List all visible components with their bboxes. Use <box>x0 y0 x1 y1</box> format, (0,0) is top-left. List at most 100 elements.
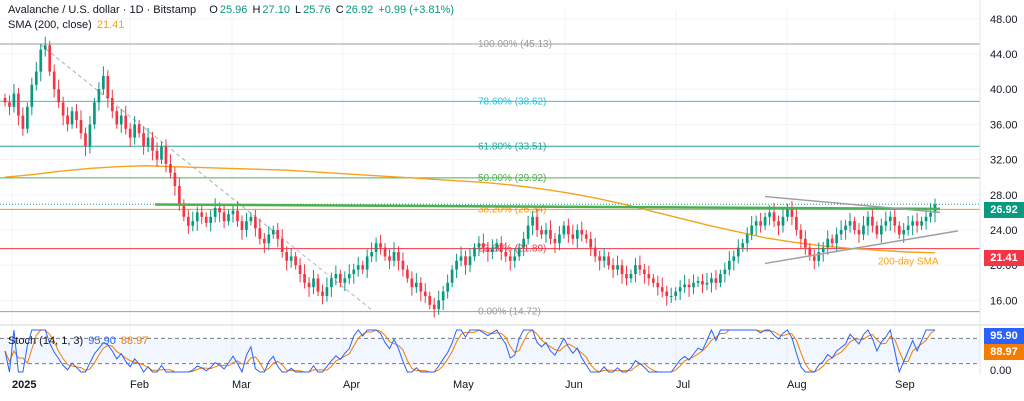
candle-body <box>178 186 181 204</box>
candle-body <box>924 216 928 222</box>
stoch-d-value: 88.97 <box>120 335 149 347</box>
fib-level-label: 50.00% (29.92) <box>478 173 546 184</box>
candle-body <box>911 221 914 226</box>
candle-body <box>522 238 525 248</box>
candle-body <box>660 287 664 292</box>
candle-body <box>871 216 874 226</box>
candle-body <box>821 247 825 252</box>
candle-body <box>482 243 485 248</box>
candle-body <box>191 221 195 226</box>
triangle-upper-line <box>764 195 941 214</box>
candle-body <box>423 291 427 296</box>
x-tick-label: Jul <box>676 379 690 391</box>
open-label: O <box>209 4 218 16</box>
candle-body <box>88 124 92 147</box>
candle-body <box>365 256 369 270</box>
candle-body <box>844 225 847 230</box>
candle-body <box>750 225 754 235</box>
candle-body <box>906 225 910 230</box>
y-tick-label: 32.00 <box>990 155 1018 167</box>
stochastic-pane[interactable] <box>0 328 980 374</box>
candle-body <box>915 221 919 226</box>
stoch-label: Stoch (14, 1, 3) <box>8 335 84 347</box>
candle-body <box>473 247 476 257</box>
candle-body <box>133 124 137 138</box>
candle-body <box>3 98 7 103</box>
candle-body <box>517 247 521 257</box>
candle-body <box>723 269 727 274</box>
y-tick-label: 48.00 <box>990 14 1018 26</box>
candle-body <box>222 212 226 222</box>
candle-body <box>759 221 762 226</box>
diagonal-trend-line <box>39 43 373 311</box>
stoch-k-value: 95.90 <box>88 335 116 347</box>
candle-body <box>464 256 467 266</box>
candle-body <box>862 225 865 235</box>
candle-body <box>182 203 186 217</box>
candle-body <box>321 291 324 296</box>
candle-body <box>236 210 239 222</box>
candle-body <box>26 106 29 129</box>
candle-body <box>419 282 423 292</box>
candle-body <box>888 216 892 222</box>
fib-level-label: 38.20% (26.34) <box>478 204 546 215</box>
candle-body <box>719 274 722 283</box>
candle-body <box>437 300 441 310</box>
candle-body <box>575 230 579 239</box>
close-value: 26.92 <box>345 4 374 16</box>
candle-body <box>732 256 736 261</box>
candle-body <box>379 243 382 248</box>
candle-body <box>446 282 449 292</box>
y-tick-label: 24.00 <box>990 225 1018 237</box>
candle-body <box>920 221 923 226</box>
candle-body <box>84 133 87 147</box>
candle-body <box>66 115 69 125</box>
change-value: +0.99 (+3.81%) <box>378 4 455 16</box>
sma-badge: 21.41 <box>984 250 1024 266</box>
candle-body <box>374 243 378 252</box>
candle-body <box>468 256 472 266</box>
candle-body <box>258 228 262 239</box>
candle-body <box>669 296 673 297</box>
candle-body <box>629 274 633 279</box>
candle-body <box>799 230 803 239</box>
candle-body <box>763 216 767 226</box>
candle-body <box>415 282 418 288</box>
x-tick-label: Apr <box>343 379 360 391</box>
candle-body <box>383 247 387 257</box>
y-tick-label: 16.00 <box>990 295 1018 307</box>
candle-body <box>254 216 257 229</box>
candle-body <box>562 225 566 235</box>
symbol-header: Avalanche / U.S. dollar · 1D · Bitstamp … <box>8 4 456 16</box>
sma-value: 21.41 <box>96 19 125 31</box>
candle-body <box>853 221 856 230</box>
stoch-k-line <box>4 328 935 374</box>
candle-body <box>781 216 785 226</box>
candle-body <box>155 150 159 160</box>
candle-body <box>580 230 584 235</box>
candle-body <box>330 278 333 288</box>
candle-body <box>638 265 642 270</box>
candle-body <box>271 230 275 235</box>
sma-annotation: 200-day SMA <box>878 256 939 267</box>
candle-body <box>110 98 114 112</box>
candle-body <box>343 278 347 283</box>
candle-body <box>146 137 150 147</box>
candle-body <box>678 287 682 292</box>
candle-body <box>12 93 16 107</box>
candle-body <box>866 216 870 226</box>
x-tick-label: 2025 <box>12 379 36 391</box>
fib-level-label: 100.00% (45.13) <box>478 39 552 50</box>
candle-body <box>803 238 807 248</box>
candle-body <box>571 234 575 239</box>
candle-body <box>316 278 320 292</box>
candle-body <box>334 274 338 279</box>
candle-body <box>835 234 838 244</box>
candle-body <box>356 265 360 270</box>
price-pane[interactable]: 100.00% (45.13) 78.60% (38.62) 61.80% (33.… <box>0 10 980 372</box>
candle-body <box>128 128 132 138</box>
candle-body <box>486 247 490 252</box>
candle-body <box>513 256 517 261</box>
candle-body <box>388 256 391 261</box>
